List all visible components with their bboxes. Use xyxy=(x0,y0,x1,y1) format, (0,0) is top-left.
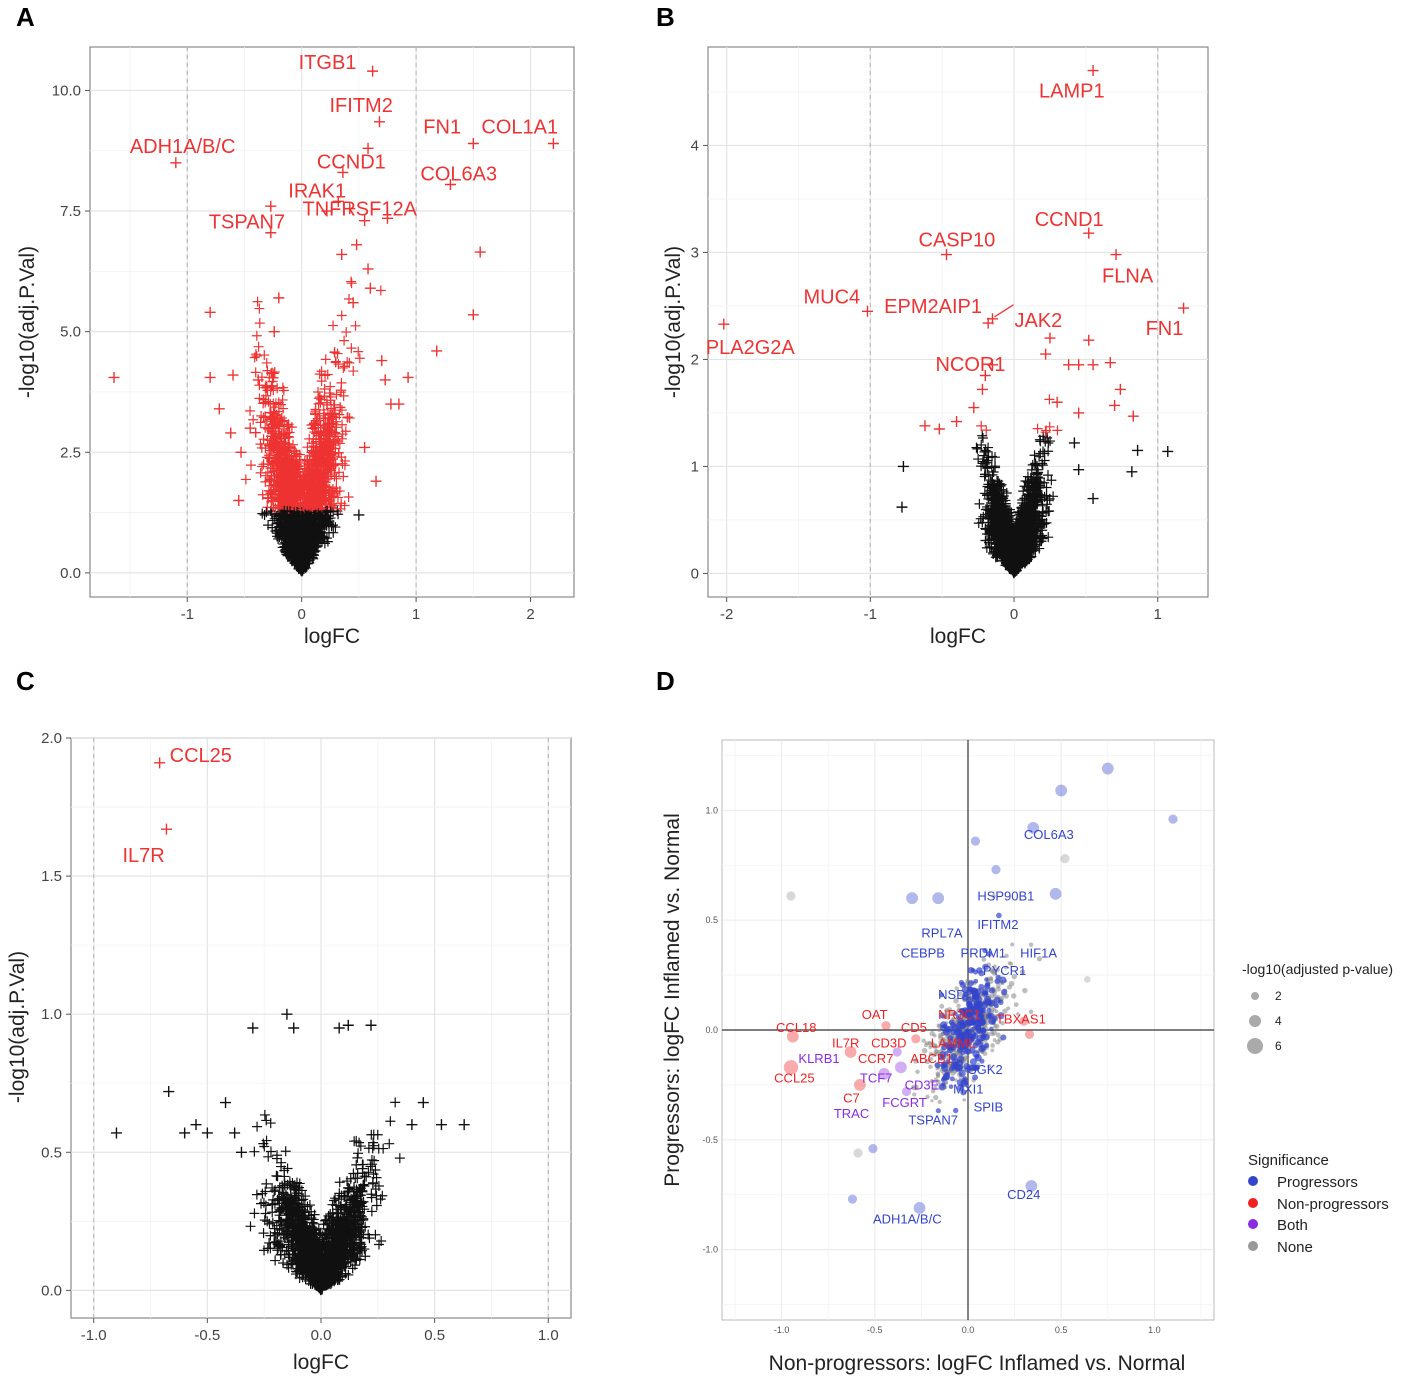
gene-label-casp10: CASP10 xyxy=(919,230,996,252)
data-point-1618 xyxy=(342,356,353,367)
data-point-1462 xyxy=(342,412,353,423)
x-tick-label: 0 xyxy=(298,606,306,623)
x-tick-label: -1 xyxy=(864,606,877,623)
x-tick-label: 2 xyxy=(526,606,534,623)
x-tick-label: -1 xyxy=(181,606,194,623)
panel-c-letter: C xyxy=(16,666,35,696)
panel-a-data-points xyxy=(108,65,559,577)
gene-label-jak2: JAK2 xyxy=(1014,310,1062,332)
y-tick-label: 2.5 xyxy=(60,444,81,461)
gene-label-col1a1: COL1A1 xyxy=(481,116,558,138)
panel-a-x-axis-title: logFC xyxy=(304,625,360,648)
y-tick-label: 4 xyxy=(691,137,699,154)
x-tick-label: -2 xyxy=(720,606,733,623)
gene-label-pla2g2a: PLA2G2A xyxy=(706,337,796,359)
gene-label-adh1a-b-c: ADH1A/B/C xyxy=(130,136,236,158)
panel-b: B -2 -1 0 1 0 1 2 3 4 LAMP1 CCND1 CASP10 FLNA MUC4 E… xyxy=(656,2,1209,648)
panel-b-x-axis-title: logFC xyxy=(930,625,986,648)
gene-label-itgb1: ITGB1 xyxy=(299,52,357,74)
data-point-1492 xyxy=(267,460,278,471)
y-tick-label: 2 xyxy=(691,351,699,368)
gene-label-flna: FLNA xyxy=(1102,266,1154,288)
data-point-1026 xyxy=(278,403,289,414)
data-point-1637 xyxy=(258,459,269,470)
data-point-812 xyxy=(334,467,345,478)
gene-label-fn1: FN1 xyxy=(423,116,461,138)
gene-label-tnfrsf12a: TNFRSF12A xyxy=(302,198,417,220)
data-point-150 xyxy=(336,310,347,321)
data-point-1030 xyxy=(248,414,259,425)
x-tick-label: 1 xyxy=(1154,606,1162,623)
data-point-1110 xyxy=(316,376,327,387)
y-tick-label: 0 xyxy=(691,565,699,582)
data-point-1313 xyxy=(320,354,331,365)
y-tick-label: 7.5 xyxy=(60,203,81,220)
data-point-1642 xyxy=(323,460,334,471)
panel-a-threshold-lines xyxy=(186,47,417,597)
data-point-185 xyxy=(340,426,351,437)
data-point-1593 xyxy=(331,389,342,400)
panel-a: A -1 0 1 2 0.0 2.5 5.0 7.5 10.0 ITGB1 IFITM2 FN1 C… xyxy=(16,2,575,648)
panel-b-y-axis-title: -log10(adj.P.Val) xyxy=(662,246,685,398)
data-point-660 xyxy=(250,367,261,378)
data-point-1064 xyxy=(254,318,265,329)
data-point-1322 xyxy=(341,327,352,338)
data-point-1350 xyxy=(266,480,277,491)
panel-b-y-ticks: 0 1 2 3 4 xyxy=(691,137,708,582)
data-point-450 xyxy=(375,285,386,296)
data-point-1446 xyxy=(331,473,342,484)
data-point-822 xyxy=(343,492,354,503)
data-point-620 xyxy=(253,341,264,352)
gene-label-ifitm2: IFITM2 xyxy=(329,95,392,117)
gene-label-muc4: MUC4 xyxy=(803,286,860,308)
panel-a-letter: A xyxy=(16,2,35,32)
data-point-379 xyxy=(328,320,339,331)
data-point-943 xyxy=(252,296,263,307)
gene-label-lamp1: LAMP1 xyxy=(1039,81,1105,103)
data-point-197 xyxy=(245,405,256,416)
panel-b-letter: B xyxy=(656,2,675,32)
data-point-1624 xyxy=(313,393,324,404)
gene-label-ccnd1: CCND1 xyxy=(1035,209,1104,231)
y-tick-label: 0.0 xyxy=(60,565,81,582)
data-point-1380 xyxy=(251,330,262,341)
panel-b-x-ticks: -2 -1 0 1 xyxy=(720,597,1162,623)
data-point-914 xyxy=(337,419,348,430)
data-point-251 xyxy=(257,489,268,500)
gene-label-ccnd1: CCND1 xyxy=(317,151,386,173)
gene-label-ncor1: NCOR1 xyxy=(935,354,1005,376)
y-tick-label: 5.0 xyxy=(60,324,81,341)
x-tick-label: 0 xyxy=(1010,606,1018,623)
panel-a-y-ticks: 0.0 2.5 5.0 7.5 10.0 xyxy=(52,82,90,582)
data-point-147 xyxy=(257,461,268,472)
data-point-786 xyxy=(255,467,266,478)
data-point-327 xyxy=(257,508,268,519)
gene-label-epm2aip1: EPM2AIP1 xyxy=(884,296,982,318)
data-point-1342 xyxy=(339,335,350,346)
data-point-135 xyxy=(254,303,265,314)
data-point-746 xyxy=(348,366,359,377)
panel-c: C -1.0 -0.5 0.0 0.5 1.0 0.00.51.01.52.0 CCL2… xyxy=(6,666,572,1374)
gene-label-tspan7: TSPAN7 xyxy=(209,212,285,234)
data-point-1414 xyxy=(265,474,276,485)
data-point-689 xyxy=(260,476,271,487)
y-tick-label: 3 xyxy=(691,244,699,261)
gene-label-fn1: FN1 xyxy=(1146,318,1184,340)
panel-a-x-ticks: -1 0 1 2 xyxy=(181,597,535,623)
y-tick-label: 1 xyxy=(691,458,699,475)
panel-a-y-axis-title: -log10(adj.P.Val) xyxy=(16,246,39,398)
data-point-1507 xyxy=(262,502,273,513)
data-point-963 xyxy=(354,353,365,364)
x-tick-label: 1 xyxy=(412,606,420,623)
panel-b-plot-area xyxy=(707,46,1209,598)
data-point-1569 xyxy=(278,385,289,396)
y-tick-label: 10.0 xyxy=(52,82,81,99)
gene-label-col6a3: COL6A3 xyxy=(420,164,497,186)
data-point-1347 xyxy=(251,351,262,362)
data-point-398 xyxy=(277,394,288,405)
data-point-974 xyxy=(344,357,355,368)
data-point-900 xyxy=(259,350,270,361)
